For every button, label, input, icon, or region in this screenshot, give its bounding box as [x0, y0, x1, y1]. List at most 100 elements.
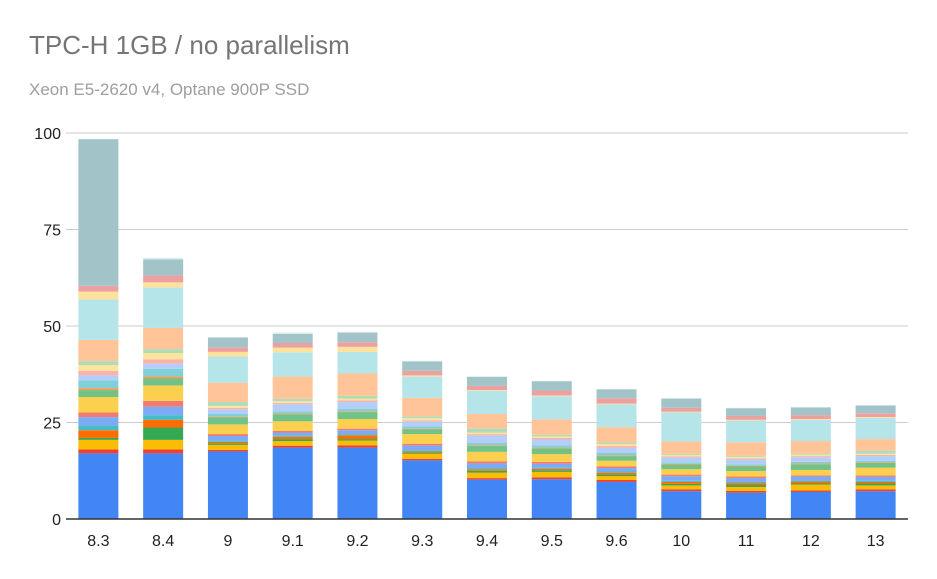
bar-segment-q13-8.4[interactable] — [143, 363, 184, 369]
bar-segment-q9-13[interactable] — [855, 467, 896, 476]
bar-segment-q17-11[interactable] — [726, 442, 767, 456]
bar-segment-q13-10[interactable] — [661, 457, 702, 463]
bar-segment-q19-11[interactable] — [726, 419, 767, 421]
bar-segment-q18-9.6[interactable] — [596, 404, 637, 428]
bar-segment-q18-11[interactable] — [726, 420, 767, 443]
bar-segment-q5-10[interactable] — [661, 481, 702, 484]
bar-segment-q7-9.4[interactable] — [467, 463, 507, 469]
bar-segment-q20-9.4[interactable] — [467, 385, 507, 391]
bar-segment-q1-13[interactable] — [855, 491, 896, 519]
bar-segment-q10-8.3[interactable] — [78, 390, 119, 398]
bar-segment-q6-9.1[interactable] — [272, 435, 313, 437]
bar-segment-q12-12[interactable] — [790, 461, 831, 464]
bar-segment-q1-8.4[interactable] — [143, 453, 184, 519]
bar-segment-q18-8.3[interactable] — [78, 299, 119, 340]
bar-segment-q11-9.4[interactable] — [467, 445, 507, 447]
bar-segment-q14-9.3[interactable] — [402, 420, 443, 422]
bar-segment-q3-13[interactable] — [855, 485, 896, 490]
bar-segment-q7-12[interactable] — [790, 476, 831, 481]
bar-segment-q9-9.2[interactable] — [337, 419, 378, 429]
bar-segment-q14-9.1[interactable] — [272, 402, 313, 405]
bar-segment-q6-9.3[interactable] — [402, 450, 443, 452]
bar-segment-q1-9.2[interactable] — [337, 447, 378, 519]
bar-segment-q9-12[interactable] — [790, 469, 831, 476]
bar-segment-q10-8.4[interactable] — [143, 378, 184, 386]
bar-segment-q1-12[interactable] — [790, 491, 831, 519]
bar-segment-q3-10[interactable] — [661, 485, 702, 490]
bar-segment-q16-9.6[interactable] — [596, 442, 637, 445]
bar-segment-q4-9.4[interactable] — [467, 470, 507, 473]
bar-segment-q19-9[interactable] — [207, 351, 248, 357]
bar-segment-q3-9.6[interactable] — [596, 476, 637, 481]
bar-segment-q13-9.3[interactable] — [402, 421, 443, 427]
bar-segment-q19-9.1[interactable] — [272, 347, 313, 353]
bar-segment-q17-9.6[interactable] — [596, 427, 637, 443]
bar-segment-q15-9.1[interactable] — [272, 401, 313, 403]
bar-segment-q19-8.3[interactable] — [78, 291, 119, 300]
bar-segment-q17-9.5[interactable] — [531, 419, 572, 435]
bar-segment-q13-13[interactable] — [855, 456, 896, 461]
bar-segment-q10-9.2[interactable] — [337, 412, 378, 420]
bar-segment-q20-12[interactable] — [790, 415, 831, 420]
bar-segment-q10-9.6[interactable] — [596, 456, 637, 461]
bar-segment-q3-11[interactable] — [726, 486, 767, 491]
bar-segment-q16-9[interactable] — [207, 402, 248, 406]
bar-segment-q10-9[interactable] — [207, 417, 248, 425]
bar-segment-q5-9.2[interactable] — [337, 435, 378, 440]
bar-segment-q18-9.2[interactable] — [337, 351, 378, 374]
bar-segment-q12-8.3[interactable] — [78, 380, 119, 389]
bar-segment-q7-9.1[interactable] — [272, 432, 313, 436]
bar-segment-q16-10[interactable] — [661, 453, 702, 455]
bar-segment-q19-13[interactable] — [855, 417, 896, 418]
bar-segment-q17-10[interactable] — [661, 441, 702, 454]
bar-segment-q11-9.5[interactable] — [531, 447, 572, 449]
bar-segment-q6-8.3[interactable] — [78, 425, 119, 431]
bar-segment-q11-9.3[interactable] — [402, 428, 443, 430]
bar-segment-q16-9.2[interactable] — [337, 395, 378, 399]
bar-segment-q21-9.4[interactable] — [467, 376, 507, 386]
bar-segment-q22-9.4[interactable] — [467, 376, 507, 377]
bar-segment-q3-9[interactable] — [207, 444, 248, 450]
bar-segment-q3-9.1[interactable] — [272, 441, 313, 446]
bar-segment-q16-12[interactable] — [790, 453, 831, 455]
bar-segment-q8-9[interactable] — [207, 434, 248, 437]
bar-segment-q8-9.1[interactable] — [272, 430, 313, 433]
bar-segment-q16-9.1[interactable] — [272, 398, 313, 402]
bar-segment-q2-9.3[interactable] — [402, 458, 443, 461]
bar-segment-q12-9[interactable] — [207, 414, 248, 417]
bar-segment-q9-8.3[interactable] — [78, 397, 119, 413]
bar-segment-q5-9.5[interactable] — [531, 468, 572, 471]
bar-segment-q7-11[interactable] — [726, 478, 767, 482]
bar-segment-q3-9.4[interactable] — [467, 472, 507, 479]
bar-segment-q7-9.2[interactable] — [337, 430, 378, 435]
bar-segment-q2-9[interactable] — [207, 449, 248, 452]
bar-segment-q13-9.2[interactable] — [337, 402, 378, 409]
bar-segment-q4-10[interactable] — [661, 483, 702, 486]
bar-segment-q17-9.3[interactable] — [402, 397, 443, 417]
bar-segment-q9-9.1[interactable] — [272, 421, 313, 431]
bar-segment-q22-8.4[interactable] — [143, 257, 184, 260]
bar-segment-q5-9.1[interactable] — [272, 436, 313, 440]
bar-segment-q16-13[interactable] — [855, 450, 896, 454]
bar-segment-q17-8.3[interactable] — [78, 339, 119, 362]
bar-segment-q4-9[interactable] — [207, 443, 248, 445]
bar-segment-q19-10[interactable] — [661, 411, 702, 413]
bar-segment-q9-11[interactable] — [726, 471, 767, 477]
bar-segment-q12-9.2[interactable] — [337, 408, 378, 412]
bar-segment-q13-9.1[interactable] — [272, 404, 313, 412]
bar-segment-q15-11[interactable] — [726, 456, 767, 459]
bar-segment-q16-9.5[interactable] — [531, 434, 572, 437]
bar-segment-q18-9.3[interactable] — [402, 376, 443, 398]
bar-segment-q4-11[interactable] — [726, 485, 767, 487]
bar-segment-q4-9.6[interactable] — [596, 474, 637, 477]
bar-segment-q12-9.6[interactable] — [596, 452, 637, 456]
bar-segment-q14-9.2[interactable] — [337, 400, 378, 403]
bar-segment-q21-11[interactable] — [726, 408, 767, 416]
bar-segment-q12-9.1[interactable] — [272, 411, 313, 414]
bar-segment-q14-10[interactable] — [661, 456, 702, 458]
bar-segment-q13-9.5[interactable] — [531, 439, 572, 446]
bar-segment-q18-12[interactable] — [790, 419, 831, 442]
bar-segment-q8-8.4[interactable] — [143, 400, 184, 407]
bar-segment-q4-8.3[interactable] — [78, 437, 119, 440]
bar-segment-q3-9.5[interactable] — [531, 471, 572, 478]
